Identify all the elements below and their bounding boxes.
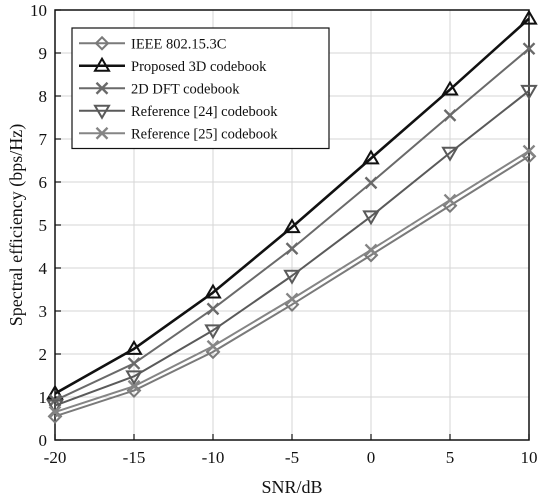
data-point-x <box>285 292 299 306</box>
series-4 <box>46 84 538 415</box>
y-tick-label: 1 <box>39 388 48 407</box>
x-tick-label: 10 <box>521 448 538 467</box>
legend-item: Proposed 3D codebook <box>79 56 267 75</box>
data-point-x <box>206 302 220 316</box>
data-point-triangle-down <box>441 146 459 162</box>
data-point-triangle-down <box>362 210 380 226</box>
series-line <box>54 155 530 418</box>
data-point-triangle-up <box>362 149 380 165</box>
data-point-triangle-up <box>93 56 111 72</box>
data-point-x <box>443 109 457 122</box>
legend-item: 2D DFT codebook <box>79 81 240 97</box>
data-point-x <box>127 357 141 370</box>
data-point-triangle-down <box>283 269 301 285</box>
y-tick-label: 3 <box>39 302 48 321</box>
data-point-triangle-up <box>204 283 222 299</box>
data-point-x <box>443 193 457 207</box>
series-2 <box>46 9 538 400</box>
data-point-triangle-down <box>93 104 111 120</box>
x-axis-title: SNR/dB <box>261 477 322 497</box>
data-point-diamond <box>47 408 63 424</box>
data-point-triangle-up <box>125 339 143 355</box>
data-point-x <box>48 405 62 419</box>
data-point-x <box>127 379 141 393</box>
x-tick-label: -10 <box>202 448 225 467</box>
legend-label: IEEE 802.15.3C <box>131 36 226 52</box>
data-point-diamond <box>94 35 110 51</box>
data-point-x <box>95 81 109 95</box>
x-tick-label: -20 <box>44 448 67 467</box>
data-point-x <box>285 242 299 255</box>
y-tick-label: 6 <box>39 173 48 192</box>
series-line <box>54 90 530 407</box>
data-point-x <box>522 42 536 56</box>
x-tick-label: -15 <box>123 448 146 467</box>
y-tick-label: 2 <box>39 345 48 364</box>
data-point-triangle-down <box>125 370 143 386</box>
data-point-triangle-down <box>204 324 222 340</box>
legend: IEEE 802.15.3C Proposed 3D codebook 2D DFT… <box>71 27 330 150</box>
data-point-x <box>364 243 378 257</box>
data-point-x <box>206 339 220 353</box>
legend-label: Proposed 3D codebook <box>131 59 267 75</box>
y-tick-label: 8 <box>39 87 48 106</box>
series-3 <box>48 42 536 407</box>
series-group <box>46 9 538 424</box>
data-point-triangle-up <box>441 80 459 96</box>
y-tick-label: 9 <box>39 44 48 63</box>
legend-item: Reference [25] codebook <box>79 126 278 142</box>
y-tick-label: 5 <box>39 216 48 235</box>
x-tick-label: -5 <box>285 448 299 467</box>
data-point-triangle-up <box>46 384 64 400</box>
data-point-x <box>364 176 378 190</box>
y-axis-title: Spectral efficiency (bps/Hz) <box>6 124 27 327</box>
data-point-x <box>95 126 109 140</box>
legend-item: IEEE 802.15.3C <box>79 35 226 52</box>
series-line <box>54 17 530 395</box>
y-tick-label: 7 <box>39 130 48 149</box>
legend-label: Reference [24] codebook <box>131 104 278 120</box>
legend-label: Reference [25] codebook <box>131 126 278 142</box>
data-point-triangle-up <box>520 9 538 25</box>
data-point-x <box>522 144 536 158</box>
data-point-triangle-up <box>283 218 301 234</box>
y-tick-label: 4 <box>39 259 48 278</box>
data-point-triangle-down <box>46 399 64 415</box>
x-tick-label: 0 <box>367 448 376 467</box>
data-point-triangle-down <box>520 84 538 100</box>
legend-label: 2D DFT codebook <box>131 81 240 97</box>
series-5 <box>48 144 536 419</box>
x-tick-label: 5 <box>446 448 455 467</box>
y-tick-label: 10 <box>30 1 47 20</box>
legend-item: Reference [24] codebook <box>79 104 278 120</box>
axis-ticks: -20 -15 -10 -5 0 5 10 0 1 2 3 4 5 6 7 8 9 10 <box>30 1 538 467</box>
y-tick-label: 0 <box>39 431 48 450</box>
